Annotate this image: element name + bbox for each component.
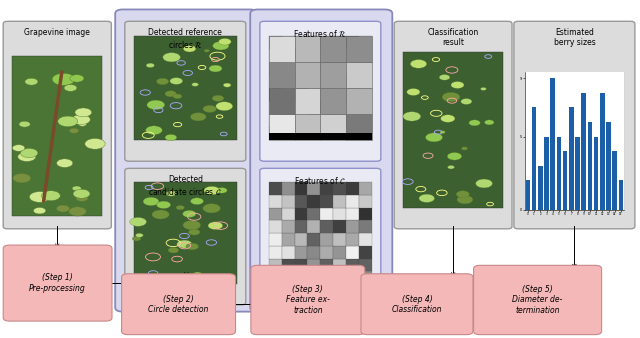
Bar [294,75,307,88]
Bar [294,271,307,284]
Bar [269,101,282,114]
Bar [282,195,294,208]
Circle shape [481,88,486,90]
Circle shape [183,220,201,230]
Bar [333,233,346,246]
Circle shape [79,122,86,126]
FancyBboxPatch shape [250,9,392,312]
Text: (Step 2)
Circle detection: (Step 2) Circle detection [148,294,209,314]
Bar [269,88,294,114]
Bar [320,75,333,88]
FancyBboxPatch shape [125,168,246,305]
Circle shape [136,233,143,237]
Circle shape [72,186,81,191]
Bar [134,36,237,140]
Bar [320,114,346,140]
Bar [346,101,359,114]
Bar [307,75,320,88]
Bar [269,62,282,75]
Bar [269,114,294,140]
Circle shape [451,81,464,89]
Bar [346,233,359,246]
Bar [294,36,321,62]
Circle shape [157,201,171,209]
Circle shape [163,53,180,62]
FancyBboxPatch shape [260,21,381,161]
Bar [320,259,333,271]
Bar [359,208,372,220]
Bar [282,49,294,62]
Circle shape [426,133,442,142]
Bar [359,49,372,62]
Circle shape [56,205,70,212]
Circle shape [146,126,163,135]
Circle shape [191,198,204,204]
Bar [282,88,294,101]
Bar [269,220,282,233]
Bar [333,259,346,271]
Circle shape [13,173,31,183]
FancyBboxPatch shape [122,274,236,335]
Bar [282,62,294,75]
FancyBboxPatch shape [115,9,257,312]
Bar [307,195,320,208]
Bar [346,36,359,49]
Bar [282,233,294,246]
Text: (Step 3)
Feature ex-
traction: (Step 3) Feature ex- traction [286,285,330,315]
Circle shape [410,59,427,68]
Bar [359,36,372,49]
Circle shape [25,78,38,85]
Bar [333,75,346,88]
Circle shape [419,194,435,202]
Bar [359,259,372,271]
Circle shape [188,229,200,235]
Circle shape [212,42,229,50]
Bar [282,127,294,140]
Circle shape [18,152,36,162]
Bar [269,49,282,62]
Bar [294,183,307,195]
Bar [294,114,321,140]
Bar [282,259,294,271]
Bar [294,114,307,127]
Circle shape [73,189,90,198]
Bar [269,133,372,140]
Text: (Step 4)
Classification: (Step 4) Classification [392,294,442,314]
Circle shape [223,83,231,87]
Circle shape [64,84,77,91]
Circle shape [203,204,220,213]
Circle shape [461,147,468,150]
Bar [294,195,307,208]
Bar [282,246,294,259]
Bar [333,195,346,208]
Bar [333,114,346,127]
Bar [333,88,346,101]
Bar [307,220,320,233]
Bar [269,36,282,49]
Bar [320,36,346,62]
Circle shape [441,115,455,122]
Bar [294,62,307,75]
Bar [320,195,333,208]
Bar [320,101,333,114]
Bar [307,208,320,220]
Bar [346,49,359,62]
Text: (Step 1)
Pre-processing: (Step 1) Pre-processing [29,273,86,293]
Circle shape [156,78,169,84]
Circle shape [183,45,196,52]
Circle shape [447,165,454,169]
Circle shape [147,100,164,110]
Bar [333,183,346,195]
Circle shape [69,128,79,133]
Circle shape [75,108,92,117]
Circle shape [208,222,223,230]
Circle shape [166,191,176,196]
Circle shape [439,75,450,80]
Text: Classification
result: Classification result [428,28,479,47]
Bar [346,246,359,259]
Bar [269,195,282,208]
Bar [359,127,372,140]
Bar [269,183,372,284]
Bar [269,75,282,88]
Bar [294,208,307,220]
